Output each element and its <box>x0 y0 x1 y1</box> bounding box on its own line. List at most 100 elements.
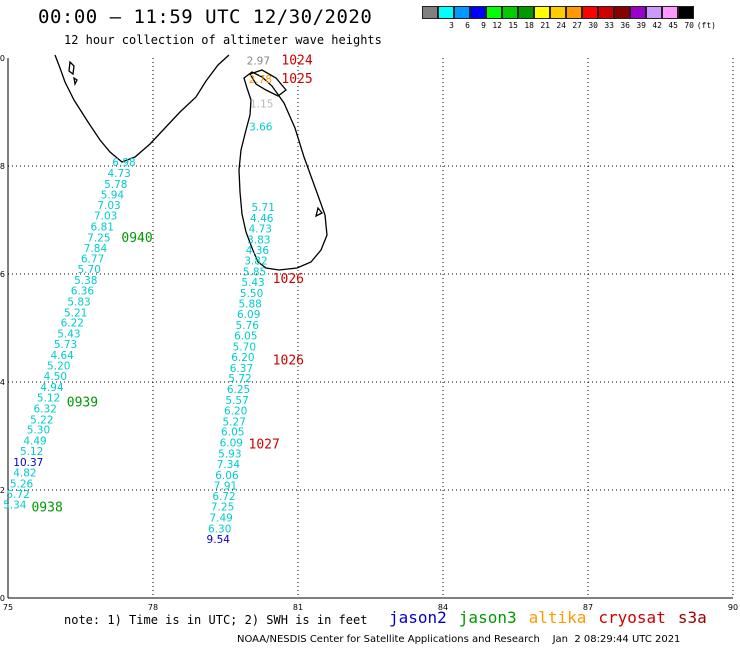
x-tick-label: 78 <box>148 603 158 612</box>
wave-height-label: 5.57 <box>225 395 248 407</box>
legend-label: 9 <box>481 21 486 30</box>
wave-height-label: 6.30 <box>208 523 231 535</box>
legend-swatch <box>646 6 662 19</box>
wave-height-label: 5.73 <box>54 339 77 351</box>
wave-height-label: 4.73 <box>107 168 130 180</box>
axis-labels: 75 78 81 84 87 90 0 2 4 6 8 10 <box>0 54 738 612</box>
lat-lon-grid <box>7 58 734 599</box>
wave-height-label: 5.88 <box>238 299 261 311</box>
x-tick-label: 81 <box>293 603 303 612</box>
legend-label: 45 <box>668 21 678 30</box>
wave-height-label: 5.12 <box>37 393 60 405</box>
jaffna-peninsula <box>249 69 287 97</box>
x-tick-label: 90 <box>728 603 738 612</box>
wave-height-label: 6.37 <box>230 363 253 375</box>
legend-swatch <box>534 6 550 19</box>
wave-height-label: 4.94 <box>40 382 64 394</box>
wave-height-label: 9.54 <box>207 534 231 546</box>
wave-height-observations: 6.984.735.785.947.037.036.817.257.846.77… <box>3 56 275 546</box>
wave-height-label: 6.09 <box>220 437 243 449</box>
sri-lanka-coastline <box>238 71 328 271</box>
legend-swatch <box>486 6 502 19</box>
pass-time-label: 1024 <box>281 54 312 69</box>
wave-height-label: 2.78 <box>249 74 272 86</box>
wave-height-label: 6.05 <box>221 427 244 439</box>
wave-height-label: 5.38 <box>74 275 97 287</box>
wave-height-label: 6.09 <box>237 309 260 321</box>
credit-line: NOAA/NESDIS Center for Satellite Applica… <box>237 634 681 645</box>
wave-height-label: 6.77 <box>81 253 104 265</box>
satellite-jason3: jason3 <box>458 608 517 627</box>
y-tick-label: 0 <box>0 594 5 603</box>
legend-unit: (ft) <box>696 21 716 30</box>
legend-label: 24 <box>556 21 566 30</box>
legend-label: 70 <box>684 21 694 30</box>
wave-height-label: 6.25 <box>227 384 250 396</box>
legend-label: 18 <box>524 21 534 30</box>
legend-swatch <box>662 6 678 19</box>
legend-label: 39 <box>636 21 646 30</box>
wave-height-label: 6.20 <box>224 406 247 418</box>
pass-time-label: 1027 <box>249 438 280 453</box>
legend-label: 27 <box>572 21 582 30</box>
wave-height-label: 3.66 <box>249 122 273 134</box>
legend-swatch <box>502 6 518 19</box>
wave-height-label: 7.91 <box>214 481 237 493</box>
pass-time-label: 1025 <box>281 72 312 87</box>
legend-swatch <box>678 6 694 19</box>
legend-swatch <box>582 6 598 19</box>
color-legend: 3 6 9 12 15 18 21 24 27 30 33 36 39 42 45 70 (ft) <box>422 6 716 30</box>
wave-height-label: 5.72 <box>228 373 251 385</box>
wave-height-label: 5.30 <box>27 425 50 437</box>
y-tick-label: 2 <box>0 486 5 495</box>
wave-height-label: 5.83 <box>67 297 90 309</box>
wave-height-label: 6.36 <box>71 286 95 298</box>
wave-height-label: 7.25 <box>211 502 234 514</box>
page-subtitle: 12 hour collection of altimeter wave hei… <box>64 33 382 47</box>
island-3 <box>315 206 324 218</box>
wave-height-label: 7.03 <box>97 200 120 212</box>
satellite-s3a: s3a <box>677 608 707 627</box>
wave-height-label: 5.72 <box>6 489 29 501</box>
pass-time-label: 0940 <box>121 231 152 246</box>
wave-height-label: 4.73 <box>249 224 272 236</box>
y-tick-label: 6 <box>0 270 5 279</box>
wave-height-label: 5.94 <box>101 190 125 202</box>
legend-labels: 3 6 9 12 15 18 21 24 27 30 33 36 39 42 45 70 (ft) <box>422 21 716 30</box>
legend-label: 6 <box>465 21 470 30</box>
wave-height-label: 6.32 <box>34 403 57 415</box>
wave-height-label: 3.83 <box>247 234 270 246</box>
pass-time-label: 0939 <box>67 396 98 411</box>
legend-swatch <box>438 6 454 19</box>
legend-label: 30 <box>588 21 598 30</box>
wave-height-label: 4.36 <box>246 245 270 257</box>
wave-height-label: 5.50 <box>240 288 263 300</box>
wave-height-label: 6.22 <box>61 318 84 330</box>
wave-height-label: 7.84 <box>84 243 108 255</box>
wave-height-label: 5.21 <box>64 307 87 319</box>
legend-swatch <box>518 6 534 19</box>
y-tick-label: 8 <box>0 162 5 171</box>
wave-height-label: 5.43 <box>57 328 80 340</box>
wave-height-label: 6.05 <box>234 331 257 343</box>
satellite-altika: altika <box>528 608 587 627</box>
legend-swatch <box>598 6 614 19</box>
y-tick-label: 10 <box>0 54 5 63</box>
wave-height-label: 5.26 <box>10 479 34 491</box>
wave-height-label: 3.82 <box>244 256 267 268</box>
legend-swatch <box>566 6 582 19</box>
wave-height-label: 7.03 <box>94 211 117 223</box>
wave-height-label: 6.06 <box>215 470 239 482</box>
legend-label: 15 <box>508 21 518 30</box>
wave-height-label: 4.64 <box>50 350 74 362</box>
legend-swatch <box>454 6 470 19</box>
legend-swatch <box>550 6 566 19</box>
island-1 <box>68 60 75 76</box>
wave-height-label: 5.34 <box>3 500 27 512</box>
wave-height-label: 4.82 <box>13 468 36 480</box>
legend-label: 12 <box>492 21 502 30</box>
wave-height-label: 5.22 <box>30 414 53 426</box>
satellite-legend: jason2 jason3 altika cryosat s3a <box>389 608 719 627</box>
wave-height-label: 5.43 <box>241 277 264 289</box>
